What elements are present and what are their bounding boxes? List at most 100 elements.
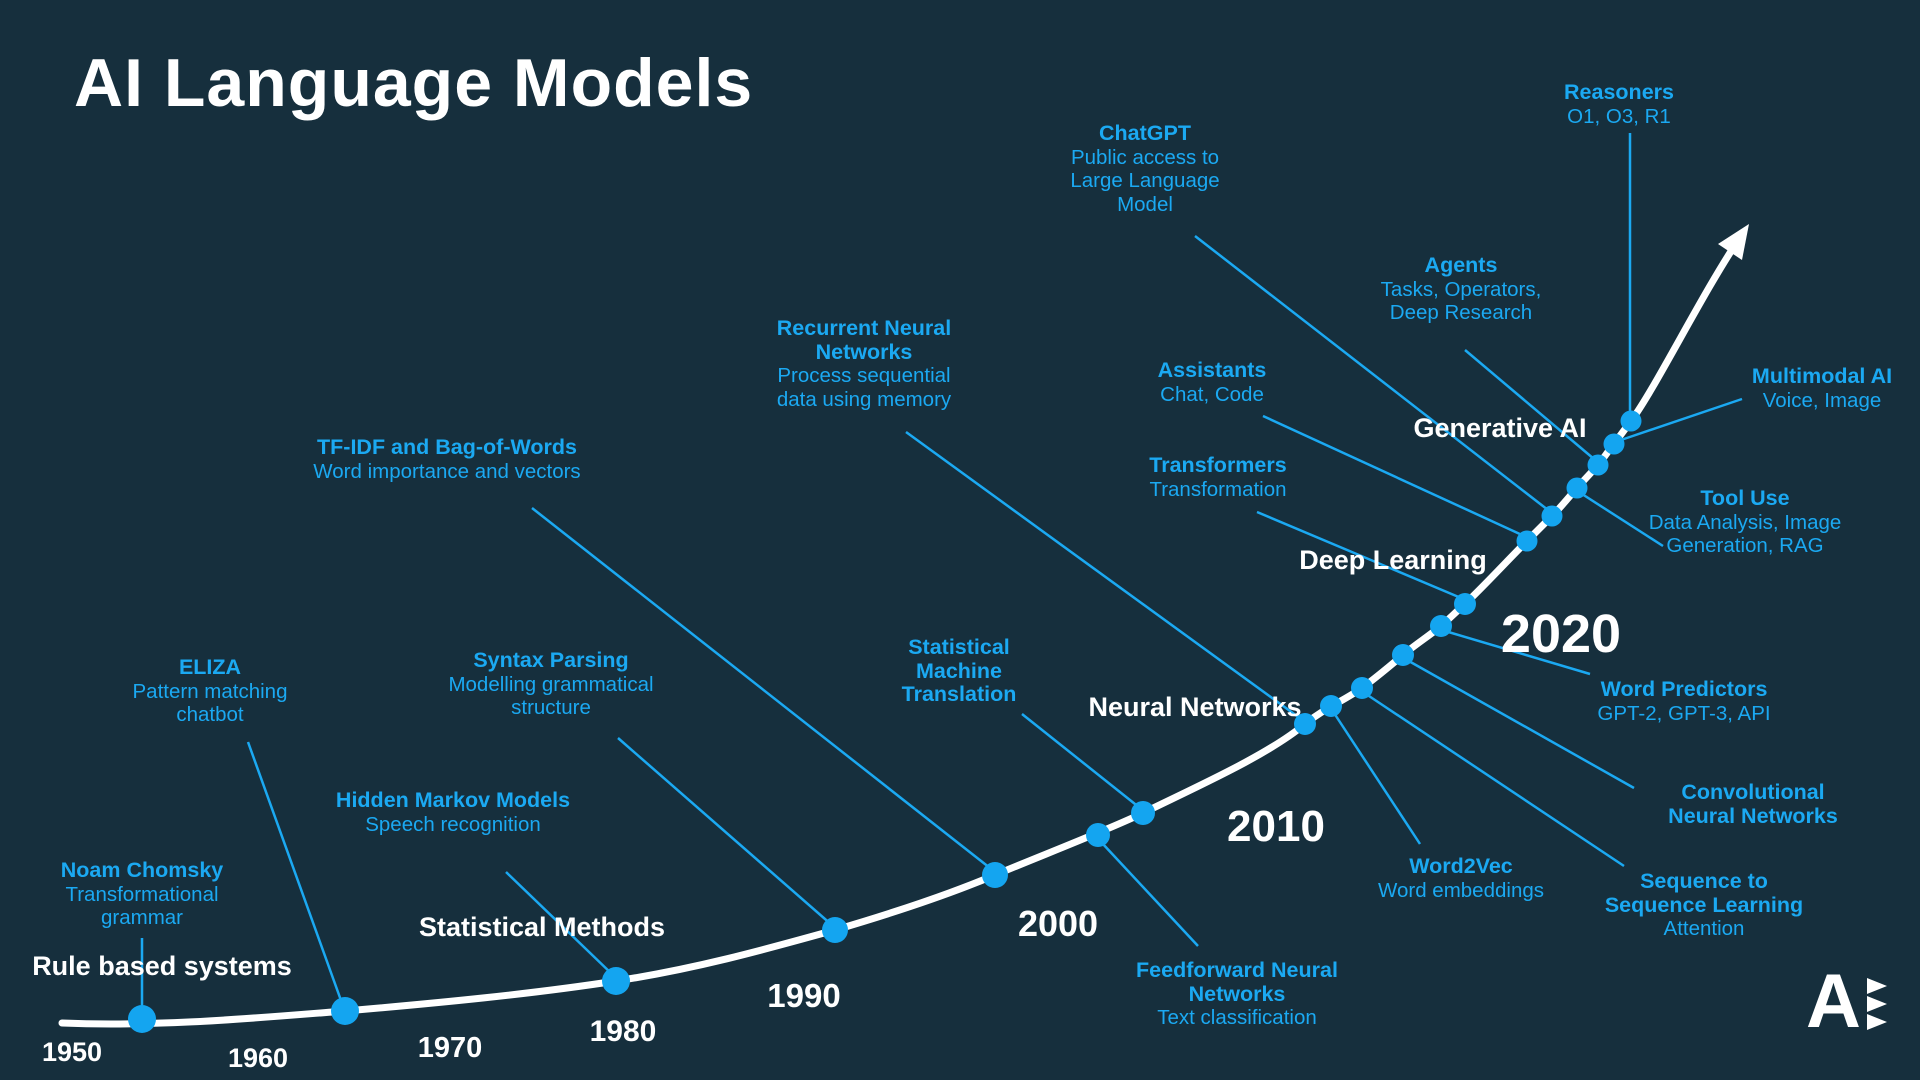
dot-word-predictors xyxy=(1430,615,1452,637)
arrow-head-icon xyxy=(1718,224,1749,260)
milestone-title: Reasoners xyxy=(1564,80,1674,104)
milestone-title: Networks xyxy=(815,339,913,364)
leader-assistants xyxy=(1262,414,1523,537)
milestone-subtitle: data using memory xyxy=(776,387,952,411)
milestone-title: Recurrent Neural xyxy=(776,316,952,340)
leader-multimodal xyxy=(1617,397,1743,443)
milestone-recurrent-neural-networks: Recurrent Neural Networks Process sequen… xyxy=(776,316,952,411)
milestone-subtitle: Word embeddings xyxy=(1378,878,1544,902)
logo-triangles-icon xyxy=(1866,977,1887,1031)
dot-reasoners xyxy=(1620,410,1642,432)
milestone-syntax-parsing: Syntax Parsing Modelling grammatical str… xyxy=(448,648,654,720)
decade-2010: 2010 xyxy=(1227,802,1325,851)
milestone-subtitle: Deep Research xyxy=(1389,301,1533,324)
milestone-multimodal-ai: Multimodal AI Voice, Image xyxy=(1752,364,1892,412)
leader-word-predictors xyxy=(1444,629,1591,676)
milestone-title: Translation xyxy=(901,682,1017,706)
dot-seq2seq xyxy=(1351,677,1373,699)
milestone-feedforward-neural-networks: Feedforward Neural Networks Text classif… xyxy=(1136,958,1338,1030)
decade-1950: 1950 xyxy=(41,1037,103,1067)
milestone-noam-chomsky: Noam Chomsky Transformational grammar xyxy=(60,858,224,930)
milestone-word2vec: Word2Vec Word embeddings xyxy=(1378,854,1544,902)
milestone-title: Convolutional xyxy=(1681,780,1825,804)
dot-assistants xyxy=(1516,530,1538,552)
milestone-eliza: ELIZA Pattern matching chatbot xyxy=(133,655,288,727)
leader-seq2seq xyxy=(1365,692,1625,868)
triangle-icon xyxy=(1866,1014,1887,1030)
dot-chatgpt xyxy=(1541,505,1563,527)
milestone-title: Transformers xyxy=(1149,453,1287,477)
dot-word2vec xyxy=(1320,695,1342,717)
milestone-title: Sequence to xyxy=(1640,869,1768,893)
dot-smt xyxy=(1131,801,1155,825)
leader-word2vec xyxy=(1332,712,1422,845)
logo-letter: A xyxy=(1806,959,1861,1044)
dot-tool-use xyxy=(1566,477,1588,499)
leader-smt xyxy=(1021,713,1141,809)
milestone-tool-use: Tool Use Data Analysis, Image Generation… xyxy=(1648,486,1842,558)
milestone-title: Networks xyxy=(1188,981,1286,1006)
milestone-subtitle: Attention xyxy=(1663,917,1745,940)
milestone-title: Agents xyxy=(1424,253,1498,277)
milestone-chatgpt: ChatGPT Public access to Large Language … xyxy=(1070,121,1220,216)
era-neural-networks: Neural Networks xyxy=(1088,692,1302,722)
milestone-title: ELIZA xyxy=(178,655,242,679)
milestone-hidden-markov-models: Hidden Markov Models Speech recognition xyxy=(335,788,571,836)
milestone-transformers: Transformers Transformation xyxy=(1149,453,1287,501)
milestone-subtitle: Modelling grammatical xyxy=(448,672,654,696)
leader-syntax-parsing xyxy=(617,737,834,927)
milestone-title: Word Predictors xyxy=(1600,677,1768,701)
milestone-agents: Agents Tasks, Operators, Deep Research xyxy=(1380,253,1542,325)
milestone-title: TF-IDF and Bag-of-Words xyxy=(317,435,577,459)
milestone-subtitle: Text classification xyxy=(1157,1006,1317,1029)
leader-tool-use xyxy=(1581,492,1664,548)
milestone-subtitle: Speech recognition xyxy=(365,812,541,836)
decade-1990: 1990 xyxy=(767,977,841,1014)
milestone-subtitle: Chat, Code xyxy=(1160,382,1264,406)
triangle-icon xyxy=(1866,996,1887,1012)
milestone-title: Statistical xyxy=(908,635,1010,659)
milestone-subtitle: Transformational xyxy=(65,882,219,906)
milestone-assistants: Assistants Chat, Code xyxy=(1157,358,1267,406)
dot-multimodal xyxy=(1603,433,1625,455)
milestone-reasoners: Reasoners O1, O3, R1 xyxy=(1564,80,1674,128)
milestone-subtitle: Transformation xyxy=(1149,477,1287,501)
milestone-title: Syntax Parsing xyxy=(473,648,629,672)
milestone-title: Neural Networks xyxy=(1668,803,1838,828)
dot-transformers xyxy=(1454,593,1476,615)
milestone-subtitle: Voice, Image xyxy=(1762,388,1882,412)
milestone-subtitle: grammar xyxy=(100,906,183,929)
leader-feedforward xyxy=(1101,842,1199,947)
dot-agents xyxy=(1587,454,1609,476)
milestone-subtitle: Process sequential xyxy=(777,364,951,387)
page-title: AI Language Models xyxy=(74,45,754,121)
leader-eliza xyxy=(246,741,345,1007)
decade-1960: 1960 xyxy=(227,1043,289,1073)
milestone-title: Hidden Markov Models xyxy=(335,788,571,812)
dot-eliza xyxy=(331,997,359,1025)
milestone-word-predictors: Word Predictors GPT-2, GPT-3, API xyxy=(1597,677,1770,725)
milestone-subtitle: Data Analysis, Image xyxy=(1648,510,1842,534)
leader-rnn xyxy=(905,430,1302,721)
milestone-subtitle: Public access to xyxy=(1070,145,1220,169)
milestone-title: Machine xyxy=(915,658,1003,683)
milestone-title: Tool Use xyxy=(1700,486,1790,510)
milestone-statistical-machine-translation: Statistical Machine Translation xyxy=(901,635,1017,707)
milestone-title: Noam Chomsky xyxy=(60,858,224,882)
dot-syntax-parsing xyxy=(822,917,848,943)
milestone-title: Word2Vec xyxy=(1409,854,1513,878)
milestone-subtitle: structure xyxy=(511,696,591,719)
milestone-title: Sequence Learning xyxy=(1604,892,1804,917)
dot-hidden-markov xyxy=(602,967,630,995)
milestone-subtitle: Tasks, Operators, xyxy=(1380,277,1542,301)
dot-noam-chomsky xyxy=(128,1005,156,1033)
milestone-title: Assistants xyxy=(1157,358,1267,382)
milestone-title: Feedforward Neural xyxy=(1136,958,1338,982)
milestone-subtitle: Generation, RAG xyxy=(1666,534,1824,557)
era-generative-ai: Generative AI xyxy=(1413,413,1587,443)
milestone-subtitle: Model xyxy=(1117,192,1173,216)
milestone-subtitle: Word importance and vectors xyxy=(313,459,581,483)
brand-logo: A xyxy=(1806,959,1887,1044)
